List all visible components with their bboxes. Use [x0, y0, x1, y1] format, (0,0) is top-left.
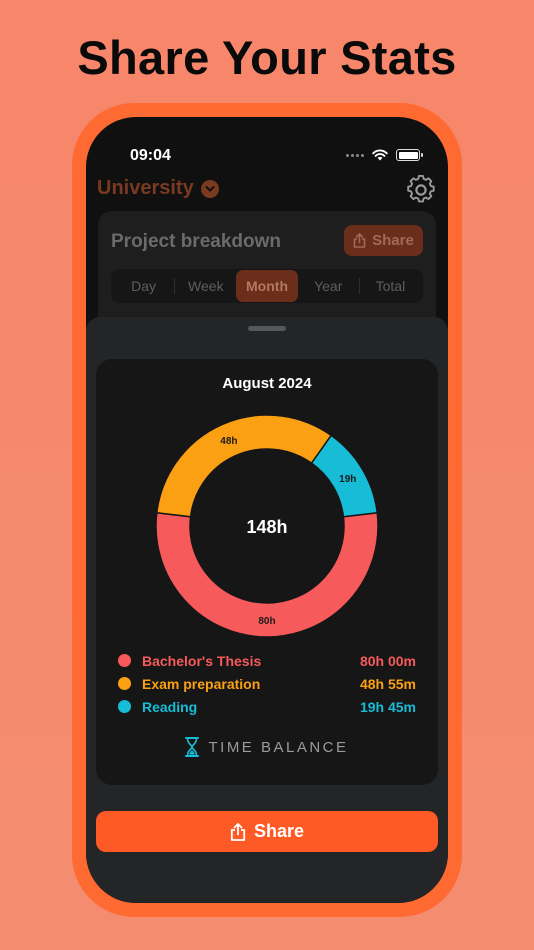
legend-value: 19h 45m [359, 698, 416, 715]
segment-day[interactable]: Day [131, 278, 157, 294]
legend-label: Bachelor's Thesis [142, 652, 262, 669]
donut-chart: 80h 48h 19h 148h [155, 414, 379, 638]
legend-item: Exam preparation 48h 55m [118, 672, 416, 695]
page-headline: Share Your Stats [77, 31, 457, 84]
donut-slice [310, 434, 379, 518]
segment-total[interactable]: Total [375, 278, 406, 294]
share-icon [353, 233, 366, 248]
brand-name: TIME BALANCE [208, 738, 349, 756]
slice-label: 19h [339, 474, 356, 485]
legend-label: Exam preparation [142, 675, 261, 692]
segment-week[interactable]: Week [188, 278, 224, 294]
legend-value: 80h 00m [359, 652, 416, 669]
status-icons [346, 149, 423, 161]
share-button[interactable]: Share [96, 811, 438, 852]
segment-divider [358, 278, 360, 294]
signal-icon [346, 153, 364, 157]
share-sheet: August 2024 80h 48h 19h 148h Bachelor's The… [86, 317, 448, 903]
project-breakdown-card: Project breakdown Share Day Week Month Y… [98, 211, 436, 341]
legend-dot [118, 677, 131, 690]
battery-icon [396, 149, 423, 161]
donut-slice [155, 511, 379, 638]
segment-month[interactable]: Month [236, 270, 298, 302]
period-segmented-control: Day Week Month Year Total [111, 269, 423, 303]
status-time: 09:04 [130, 147, 171, 164]
donut-center-total: 148h [246, 517, 287, 537]
segment-divider [174, 278, 176, 294]
segment-year[interactable]: Year [314, 278, 343, 294]
chevron-down-icon [200, 179, 219, 198]
slice-label: 48h [220, 436, 237, 447]
legend-item: Bachelor's Thesis 80h 00m [118, 649, 416, 672]
share-icon [230, 822, 246, 841]
share-label-small: Share [372, 232, 414, 249]
wifi-icon [372, 149, 388, 161]
chart-legend: Bachelor's Thesis 80h 00m Exam preparati… [118, 649, 416, 718]
gear-icon[interactable] [406, 175, 436, 205]
legend-label: Reading [142, 698, 198, 715]
donut-slice [155, 414, 333, 518]
legend-value: 48h 55m [359, 675, 416, 692]
phone-frame: 09:04 University Project breakdown [72, 103, 462, 917]
brand-footer: TIME BALANCE [96, 737, 438, 757]
slice-label: 80h [258, 616, 275, 627]
phone-screen: 09:04 University Project breakdown [86, 117, 448, 903]
group-name: University [97, 177, 194, 199]
sheet-grabber[interactable] [248, 326, 286, 331]
stats-share-card: August 2024 80h 48h 19h 148h Bachelor's The… [96, 359, 438, 785]
share-button-small[interactable]: Share [344, 225, 423, 256]
share-label: Share [253, 821, 305, 841]
legend-dot [118, 700, 131, 713]
period-title: August 2024 [222, 375, 312, 392]
legend-dot [118, 654, 131, 667]
legend-item: Reading 19h 45m [118, 695, 416, 718]
card-title: Project breakdown [111, 231, 281, 252]
group-selector[interactable]: University [97, 177, 219, 200]
hourglass-icon [185, 737, 200, 757]
